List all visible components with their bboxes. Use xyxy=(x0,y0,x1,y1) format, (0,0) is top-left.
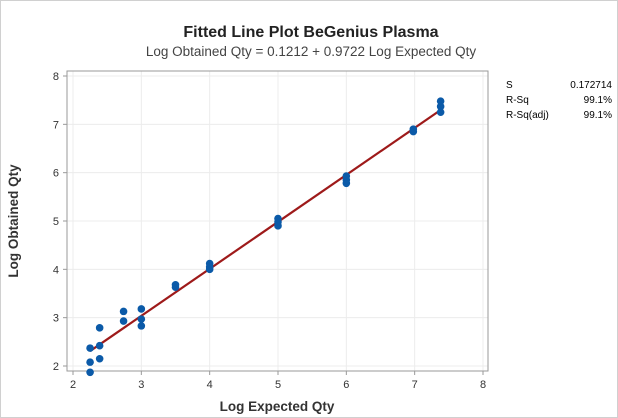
fit-line-group xyxy=(89,109,442,352)
y-tick-label: 5 xyxy=(53,216,59,228)
data-points xyxy=(86,97,445,377)
stat-value: 99.1% xyxy=(583,95,612,106)
stat-value: 99.1% xyxy=(583,110,612,121)
data-point xyxy=(95,324,104,332)
y-axis-label: Log Obtained Qty xyxy=(6,164,21,278)
data-point xyxy=(274,214,282,223)
axis-ticks: 2 3 4 5 6 7 8 2 3 4 5 6 7 8 xyxy=(53,71,486,391)
data-point xyxy=(119,307,128,316)
data-point xyxy=(137,315,146,323)
stat-row-r-sq: R-Sq 99.1% xyxy=(506,93,612,108)
data-point xyxy=(436,102,445,111)
y-tick-label: 4 xyxy=(53,264,59,276)
data-point xyxy=(409,125,418,133)
x-tick-label: 3 xyxy=(138,379,144,391)
chart-title: Fitted Line Plot BeGenius Plasma xyxy=(183,24,438,41)
y-tick-label: 7 xyxy=(53,119,59,131)
stat-label: S xyxy=(506,80,513,91)
stat-value: 0.172714 xyxy=(570,80,612,91)
x-tick-label: 5 xyxy=(275,379,281,391)
y-tick-label: 3 xyxy=(53,313,59,325)
chart-subtitle: Log Obtained Qty = 0.1212 + 0.9722 Log E… xyxy=(146,44,476,59)
x-tick-label: 2 xyxy=(70,379,76,391)
data-point xyxy=(137,305,146,313)
data-point xyxy=(86,344,94,352)
data-point xyxy=(86,358,94,366)
y-tick-label: 2 xyxy=(53,361,59,373)
stat-row-r-sq-adj: R-Sq(adj) 99.1% xyxy=(506,108,612,123)
data-point xyxy=(436,108,445,117)
stat-label: R-Sq xyxy=(506,95,529,106)
y-tick-label: 8 xyxy=(53,71,59,83)
x-axis-label: Log Expected Qty xyxy=(220,399,335,414)
stat-row-s: S 0.172714 xyxy=(506,78,612,93)
data-point xyxy=(436,97,445,105)
data-point xyxy=(137,322,146,330)
x-tick-label: 4 xyxy=(207,379,213,391)
y-tick-label: 6 xyxy=(53,168,59,180)
x-tick-label: 7 xyxy=(412,379,418,391)
data-point xyxy=(95,354,104,363)
stats-table: S 0.172714 R-Sq 99.1% R-Sq(adj) 99.1% xyxy=(506,78,612,123)
data-point xyxy=(95,341,104,350)
data-point xyxy=(171,281,180,289)
fit-line xyxy=(89,109,442,352)
data-point xyxy=(119,317,128,325)
data-point xyxy=(86,368,94,377)
x-tick-label: 6 xyxy=(343,379,349,391)
stat-label: R-Sq(adj) xyxy=(506,110,549,121)
data-point xyxy=(205,259,214,268)
x-tick-label: 8 xyxy=(480,379,486,391)
data-point xyxy=(342,172,351,180)
